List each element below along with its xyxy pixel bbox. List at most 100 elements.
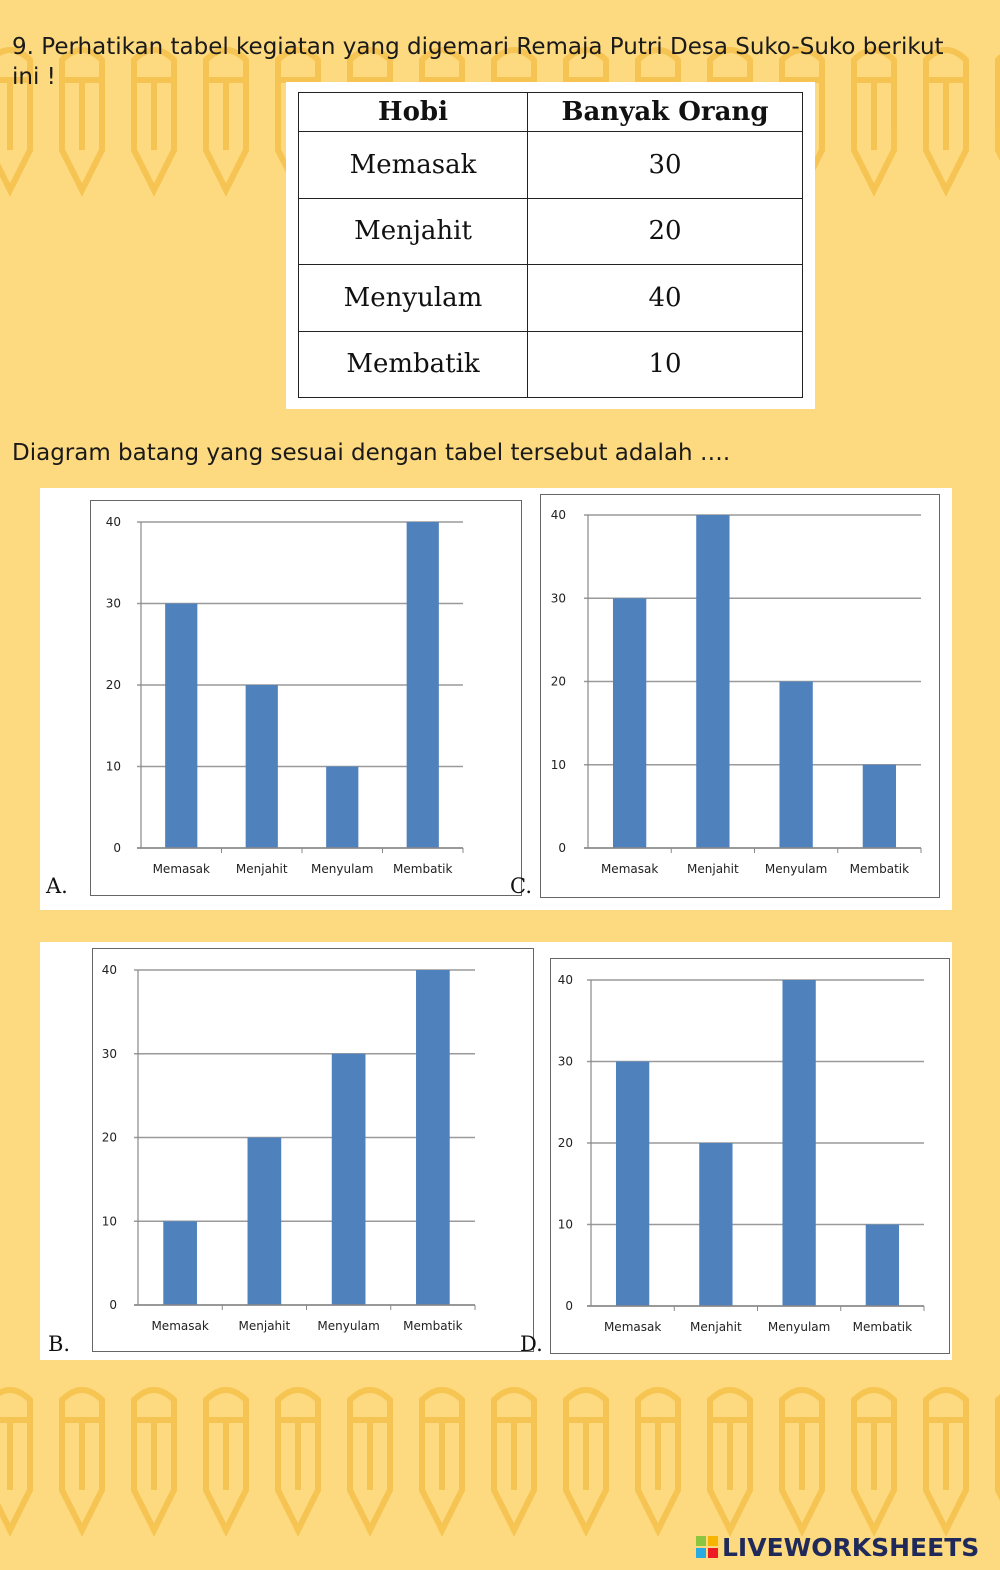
pencil-icon [347,1387,393,1537]
pencil-icon [635,1387,681,1537]
bar-memasak [165,603,198,848]
options-panel-top: 0 10 20 30 40 Memasak Menjahit Menyulam Membatik… [40,488,952,910]
y-tick-label: 0 [109,1298,117,1312]
y-tick-label: 0 [565,1299,573,1313]
chart-frame-option-c: 0 10 20 30 40 Memasak Menjahit Menyulam Membatik [540,494,940,898]
y-tick-label: 10 [558,1218,573,1232]
y-tick-label: 0 [558,841,566,855]
chart-frame-option-a: 0 10 20 30 40 Memasak Menjahit Menyulam Membatik [90,500,522,896]
pencil-icon [923,47,969,197]
header-hobi: Hobi [298,92,528,132]
x-tick-label: Menjahit [687,862,739,876]
bar-membatik [406,522,439,848]
liveworksheets-logo-text: LIVEWORKSHEETS [722,1532,980,1562]
pencil-icon [0,47,33,197]
question-text: 9. Perhatikan tabel kegiatan yang digema… [12,32,962,92]
y-tick-label: 40 [102,963,117,977]
bar-menjahit [247,1137,282,1305]
bar-chart-option-c: 0 10 20 30 40 Memasak Menjahit Menyulam Membatik [551,508,922,876]
pencil-icon [275,1387,321,1537]
pencil-icon [851,1387,897,1537]
option-d-label[interactable]: D. [520,1332,543,1356]
bar-chart-option-d: 0 10 20 30 40 Memasak Menjahit Menyulam Membatik [558,973,925,1334]
y-tick-label: 10 [551,758,566,772]
option-b-label[interactable]: B. [48,1332,71,1356]
x-tick-label: Memasak [601,862,658,876]
cell-count: 40 [527,264,803,332]
pencil-icon [59,1387,105,1537]
bar-menjahit [245,685,278,848]
bar-memasak [612,598,647,848]
bar-menyulam [779,681,813,848]
bar-menjahit [699,1143,733,1306]
cell-hobi: Memasak [298,131,528,199]
x-tick-label: Memasak [604,1320,661,1334]
pencil-icon [203,1387,249,1537]
cell-hobi: Membatik [298,330,528,398]
y-tick-label: 40 [106,515,121,529]
pencil-icon [203,47,249,197]
pencil-icon [491,1387,537,1537]
table-row: Membatik 10 [298,330,803,398]
x-tick-label: Membatik [850,862,909,876]
x-tick-label: Menjahit [236,862,288,876]
x-tick-label: Membatik [403,1319,462,1333]
pencil-icon [563,1387,609,1537]
options-panel-bottom: 0 10 20 30 40 Memasak Menjahit Menyulam Membatik… [40,942,952,1360]
y-tick-label: 20 [551,675,566,689]
table-row: Menjahit 20 [298,197,803,265]
liveworksheets-logo-icon [696,1536,718,1558]
bar-menjahit [696,515,730,848]
bar-membatik [865,1224,900,1306]
cell-hobi: Menjahit [298,197,528,265]
cell-count: 20 [527,197,803,265]
pencil-icon [923,1387,969,1537]
x-tick-label: Menjahit [690,1320,742,1334]
y-tick-label: 0 [113,841,121,855]
bar-membatik [416,970,450,1305]
bar-chart-option-b: 0 10 20 30 40 Memasak Menjahit Menyulam Membatik [102,963,476,1333]
pencil-icon [851,47,897,197]
option-a-label[interactable]: A. [46,874,68,898]
y-tick-label: 30 [102,1047,117,1061]
option-c-label[interactable]: C. [510,874,532,898]
bar-menyulam [331,1053,366,1305]
hobby-table: Hobi Banyak Orang Memasak 30 Menjahit 20… [298,92,803,398]
cell-count: 10 [527,330,803,398]
chart-frame-option-d: 0 10 20 30 40 Memasak Menjahit Menyulam Membatik [550,958,950,1354]
x-tick-label: Menyulam [768,1320,830,1334]
cell-hobi: Menyulam [298,264,528,332]
answer-prompt: Diagram batang yang sesuai dengan tabel … [12,440,731,466]
table-row: Memasak 30 [298,131,803,199]
x-tick-label: Menyulam [317,1319,379,1333]
chart-frame-option-b: 0 10 20 30 40 Memasak Menjahit Menyulam Membatik [92,948,534,1352]
table-header-row: Hobi Banyak Orang [298,92,803,132]
question-number: 9. [12,34,34,60]
pencil-icon [131,47,177,197]
header-banyak-orang: Banyak Orang [527,92,803,132]
pencil-icon [707,1387,753,1537]
y-tick-label: 40 [558,973,573,987]
x-tick-label: Memasak [153,862,210,876]
bar-memasak [615,1061,650,1306]
x-tick-label: Menjahit [239,1319,291,1333]
x-tick-label: Memasak [151,1319,208,1333]
y-tick-label: 10 [106,760,121,774]
bar-menyulam [326,766,359,848]
pencil-icon [779,1387,825,1537]
y-tick-label: 30 [558,1055,573,1069]
y-tick-label: 40 [551,508,566,522]
y-tick-label: 20 [106,678,121,692]
bar-chart-option-a: 0 10 20 30 40 Memasak Menjahit Menyulam Membatik [106,515,464,876]
x-tick-label: Membatik [393,862,452,876]
bar-menyulam [782,980,816,1306]
hobby-table-panel: Hobi Banyak Orang Memasak 30 Menjahit 20… [286,82,815,409]
y-tick-label: 20 [102,1131,117,1145]
pencil-icon [0,1387,33,1537]
pencil-icon [419,1387,465,1537]
y-tick-label: 30 [551,591,566,605]
cell-count: 30 [527,131,803,199]
x-tick-label: Menyulam [765,862,827,876]
liveworksheets-footer[interactable]: LIVEWORKSHEETS [696,1530,996,1564]
y-tick-label: 30 [106,597,121,611]
